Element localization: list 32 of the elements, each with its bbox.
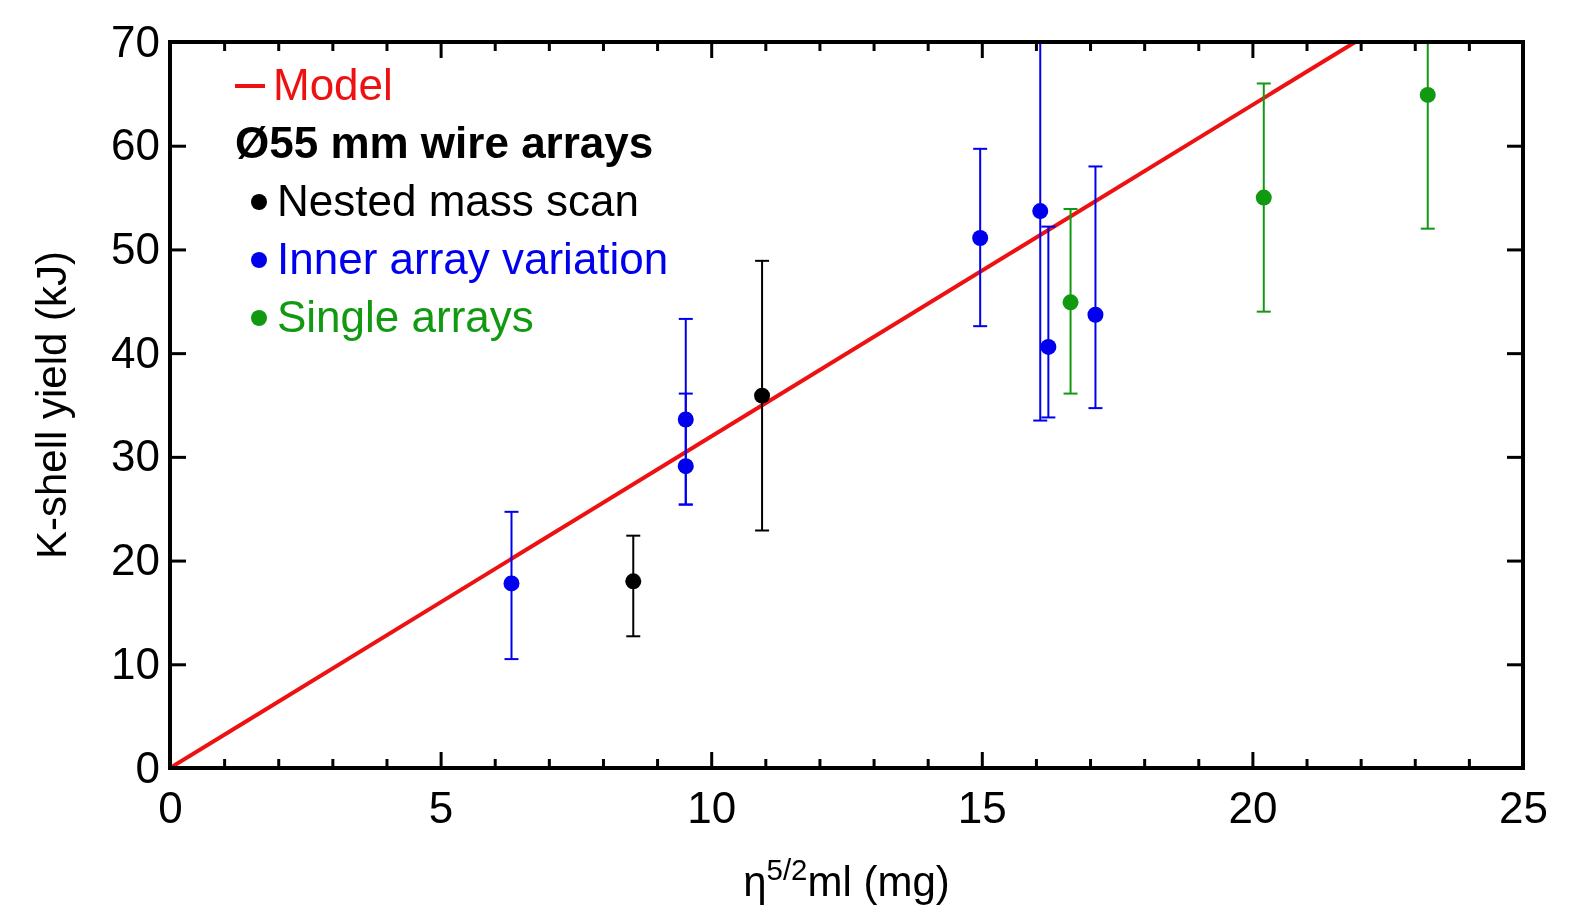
y-tick-label: 50 bbox=[111, 224, 160, 274]
point bbox=[503, 575, 520, 592]
y-tick-label: 0 bbox=[135, 742, 160, 792]
y-axis-title: K-shell yield (kJ) bbox=[28, 250, 75, 560]
y-tick-label: 40 bbox=[111, 327, 160, 377]
legend-label: Nested mass scan bbox=[277, 176, 639, 225]
legend-label: Model bbox=[273, 60, 393, 109]
point bbox=[972, 230, 989, 247]
y-tick-label: 20 bbox=[111, 535, 160, 585]
x-tick-label: 15 bbox=[957, 783, 1007, 833]
point bbox=[677, 458, 694, 475]
x-tick-label: 20 bbox=[1228, 783, 1278, 833]
point bbox=[754, 387, 771, 404]
point bbox=[1419, 86, 1436, 103]
legend-title: Ø55 mm wire arrays bbox=[235, 118, 654, 167]
point bbox=[677, 411, 694, 428]
point bbox=[1255, 189, 1272, 206]
legend-label: Single arrays bbox=[277, 292, 534, 341]
point bbox=[1040, 338, 1057, 355]
point bbox=[1062, 294, 1079, 311]
point bbox=[625, 573, 642, 590]
point bbox=[1032, 203, 1049, 220]
y-tick-label: 30 bbox=[111, 431, 160, 481]
x-tick-label: 25 bbox=[1499, 783, 1548, 833]
y-tick-label: 10 bbox=[111, 638, 160, 688]
x-axis-title: η$^{5/2}$ml (mg) bbox=[743, 852, 950, 905]
legend-label: Inner array variation bbox=[277, 234, 669, 283]
y-tick-label: 60 bbox=[111, 120, 160, 170]
point bbox=[1087, 306, 1104, 323]
x-tick-label: 5 bbox=[428, 783, 454, 833]
x-tick-label: 10 bbox=[687, 783, 737, 833]
y-tick-label: 70 bbox=[111, 16, 160, 66]
